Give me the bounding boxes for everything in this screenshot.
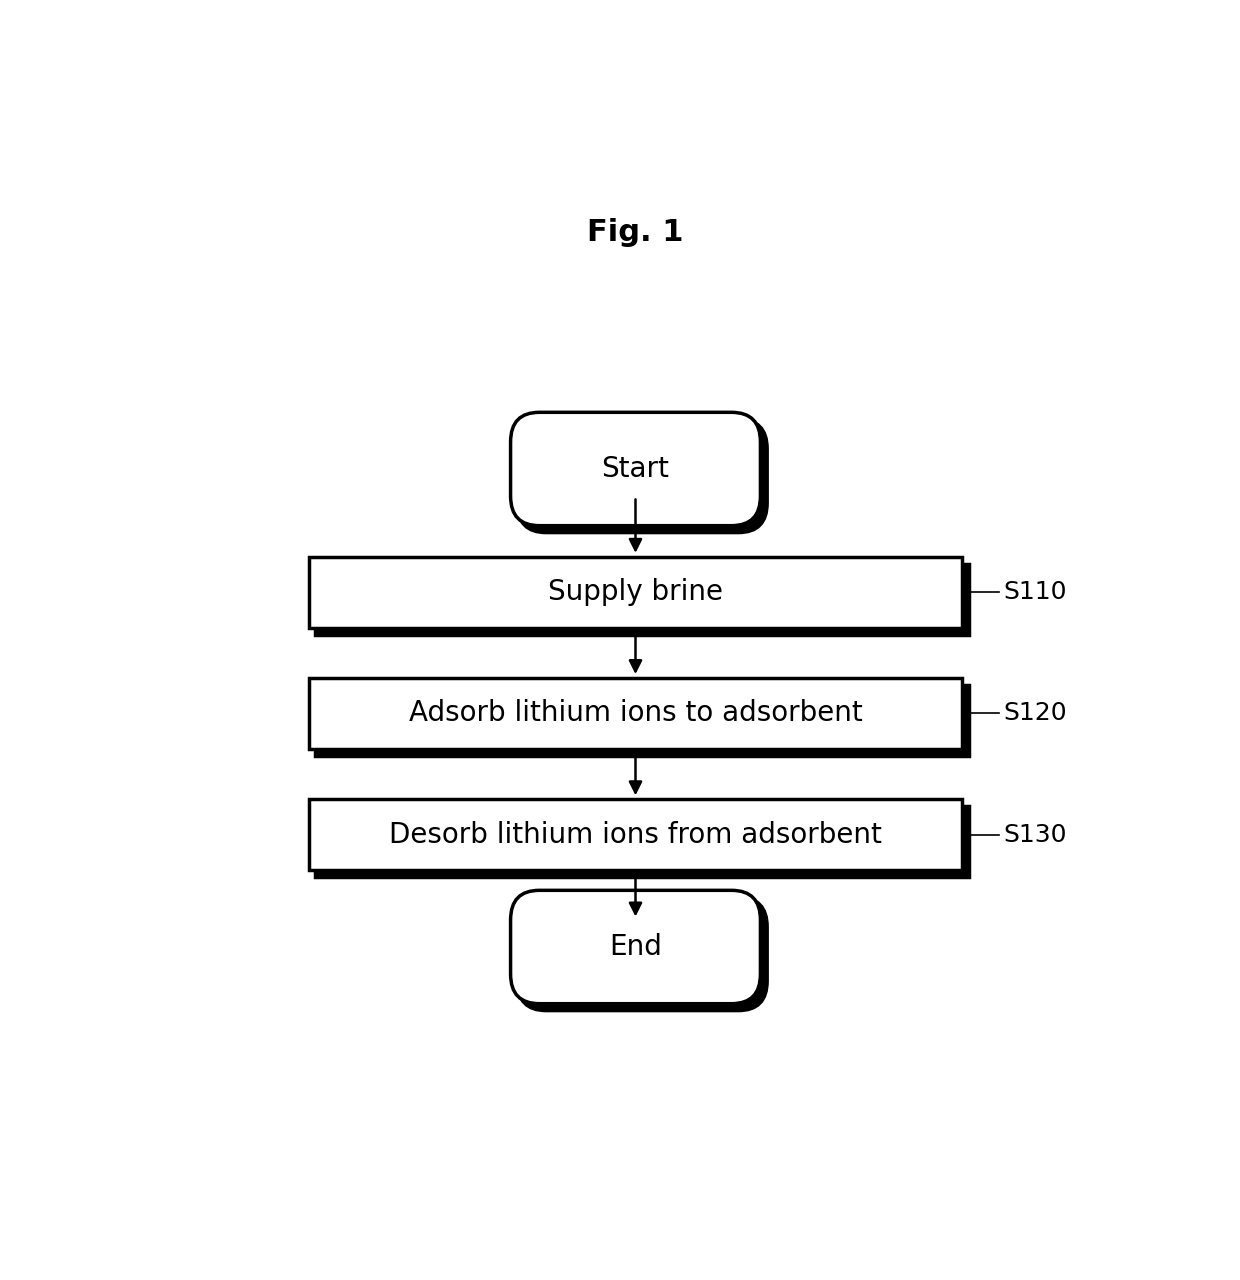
FancyBboxPatch shape: [309, 799, 962, 870]
FancyBboxPatch shape: [517, 420, 768, 532]
Text: S110: S110: [1003, 580, 1068, 604]
FancyBboxPatch shape: [511, 891, 760, 1004]
Text: Start: Start: [601, 454, 670, 483]
FancyBboxPatch shape: [315, 685, 968, 755]
Text: S120: S120: [1003, 701, 1068, 726]
Text: Fig. 1: Fig. 1: [588, 218, 683, 247]
Text: Desorb lithium ions from adsorbent: Desorb lithium ions from adsorbent: [389, 820, 882, 849]
FancyBboxPatch shape: [315, 806, 968, 877]
FancyBboxPatch shape: [517, 897, 768, 1011]
FancyBboxPatch shape: [315, 563, 968, 635]
Text: S130: S130: [1003, 823, 1068, 846]
FancyBboxPatch shape: [511, 412, 760, 526]
Text: Adsorb lithium ions to adsorbent: Adsorb lithium ions to adsorbent: [409, 699, 862, 727]
FancyBboxPatch shape: [309, 678, 962, 749]
Text: Supply brine: Supply brine: [548, 579, 723, 607]
Text: End: End: [609, 933, 662, 961]
FancyBboxPatch shape: [309, 557, 962, 627]
